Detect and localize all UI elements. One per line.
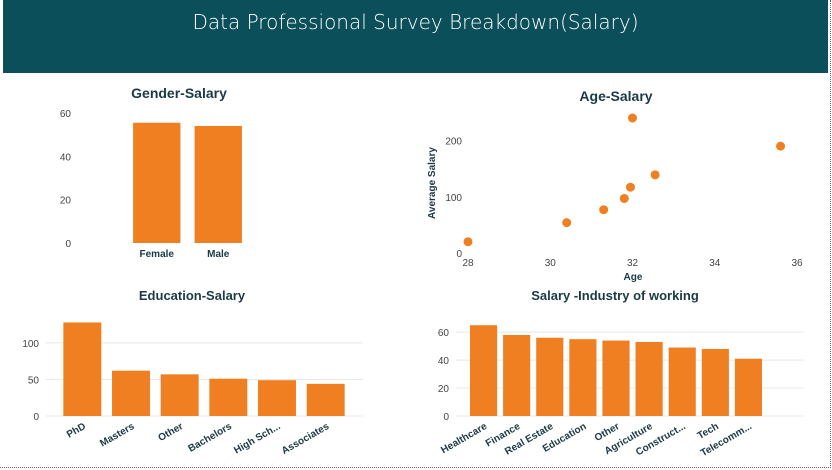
bar [194, 126, 242, 243]
bar [112, 370, 150, 416]
y-tick-label: 0 [33, 412, 39, 423]
age-salary-chart: Age-Salary 0 100 200 28 30 32 34 36 Age Average Sa… [427, 88, 803, 283]
bar [209, 378, 248, 416]
gender-salary-chart: Gender-Salary 0 20 40 60 Female Male [60, 85, 242, 260]
x-axis-label: Age [624, 272, 643, 283]
bar [306, 383, 345, 416]
scatter-point [650, 170, 660, 180]
y-tick-label: 0 [65, 239, 71, 250]
y-axis-label: Average Salary [427, 147, 438, 219]
scatter-point [619, 193, 629, 203]
bar [569, 339, 597, 416]
industry-salary-chart: Salary -Industry of working 0 20 40 60 Health… [438, 288, 804, 459]
scatter-point [463, 237, 473, 247]
x-tick-label: 28 [462, 258, 474, 269]
x-tick-label: Healthcare [439, 421, 489, 456]
y-tick-label: 40 [438, 356, 450, 367]
y-tick-label: 200 [445, 137, 462, 148]
y-tick-label: 0 [443, 412, 449, 423]
x-tick-label: 34 [709, 258, 721, 269]
page-title: Data Professional Survey Breakdown(Salar… [192, 10, 639, 34]
x-tick-label: Associates [280, 421, 332, 457]
scatter-point [562, 218, 572, 228]
y-tick-label: 40 [60, 152, 72, 163]
y-tick-label: 50 [28, 375, 40, 386]
y-tick-label: 0 [456, 249, 462, 260]
x-tick-label: 30 [545, 258, 557, 269]
x-tick-label: Other [157, 421, 186, 444]
y-tick-label: 60 [438, 328, 450, 339]
bar [734, 358, 763, 416]
scatter-point [599, 205, 609, 215]
x-tick-label: Bachelors [186, 421, 234, 455]
bar [133, 122, 181, 243]
chart-title: Age-Salary [579, 88, 652, 104]
chart-title: Education-Salary [139, 288, 246, 303]
x-tick-label: 36 [791, 258, 803, 269]
y-tick-label: 20 [438, 384, 450, 395]
x-tick-label: Male [207, 249, 230, 260]
bar [668, 347, 696, 416]
scatter-point [776, 141, 786, 151]
bar [536, 337, 564, 416]
chart-title: Gender-Salary [131, 85, 227, 101]
y-tick-label: 100 [22, 339, 39, 350]
x-tick-label: High Sch... [232, 421, 282, 456]
bar [701, 348, 729, 416]
bar [602, 340, 630, 416]
bar [160, 374, 199, 416]
bar [63, 322, 102, 416]
bar [635, 341, 663, 416]
scatter-point [628, 113, 637, 123]
y-tick-label: 20 [60, 196, 72, 207]
bar [258, 380, 296, 416]
education-salary-chart: Education-Salary 0 50 100 PhD Masters Other Bac… [22, 288, 363, 457]
x-tick-label: PhD [65, 421, 88, 441]
x-tick-label: Masters [98, 421, 137, 450]
bar [469, 325, 498, 416]
header-banner: Data Professional Survey Breakdown(Salar… [3, 0, 828, 73]
y-tick-label: 60 [60, 109, 72, 120]
scatter-point [625, 182, 635, 192]
chart-title: Salary -Industry of working [531, 288, 699, 303]
bar [503, 334, 531, 416]
y-tick-label: 100 [445, 193, 462, 204]
x-tick-label: 32 [627, 258, 639, 269]
x-tick-label: Female [140, 249, 175, 260]
